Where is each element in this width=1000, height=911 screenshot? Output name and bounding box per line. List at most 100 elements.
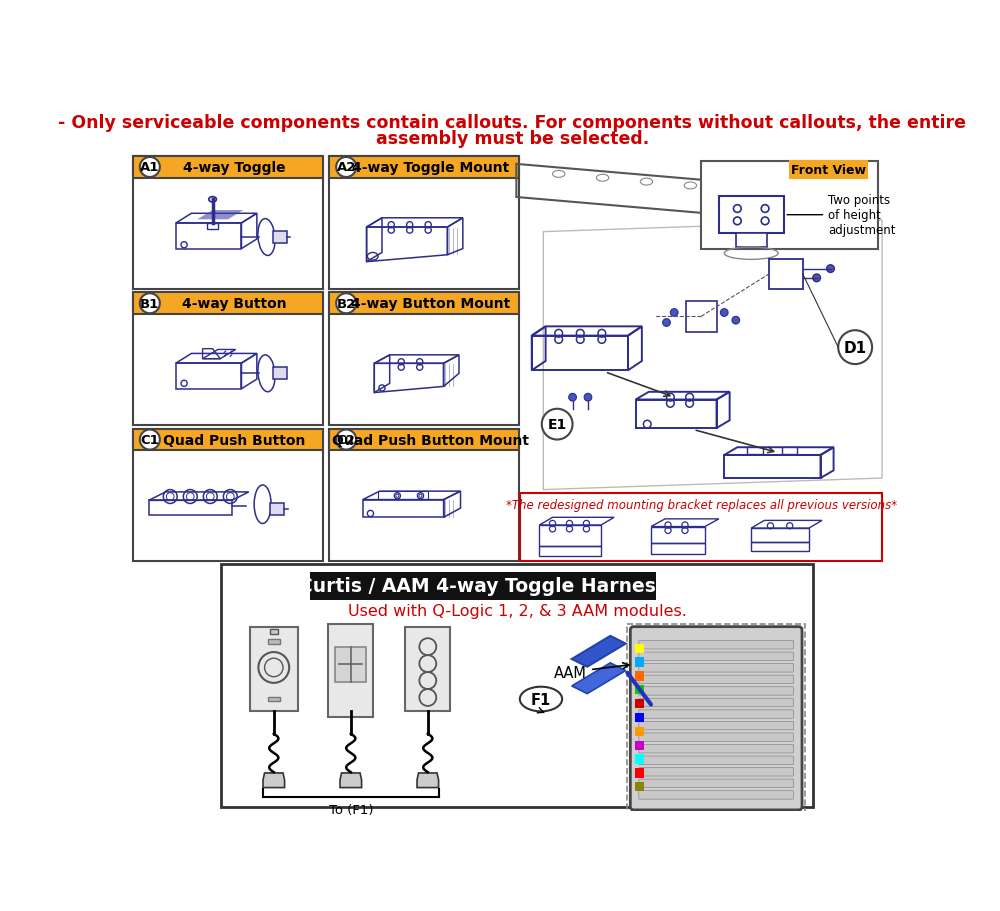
Circle shape: [670, 310, 678, 317]
FancyBboxPatch shape: [639, 652, 794, 660]
Bar: [635, 727, 644, 736]
Bar: [221, 565, 813, 807]
Bar: [329, 157, 519, 290]
FancyBboxPatch shape: [639, 710, 794, 719]
Bar: [635, 671, 644, 681]
Text: - Only serviceable components contain callouts. For components without callouts,: - Only serviceable components contain ca…: [58, 114, 966, 132]
Bar: [207, 224, 218, 230]
FancyBboxPatch shape: [639, 756, 794, 764]
Text: E1: E1: [548, 417, 567, 432]
FancyBboxPatch shape: [639, 779, 794, 788]
Bar: [405, 628, 450, 711]
Text: A1: A1: [140, 161, 160, 174]
Text: F1: F1: [531, 691, 551, 707]
Bar: [627, 624, 805, 814]
Circle shape: [813, 275, 821, 282]
Bar: [268, 697, 280, 701]
Bar: [329, 429, 519, 561]
FancyBboxPatch shape: [639, 768, 794, 776]
Text: 4-way Toggle Mount: 4-way Toggle Mount: [352, 160, 509, 175]
FancyBboxPatch shape: [639, 687, 794, 695]
Bar: [747, 447, 763, 455]
Bar: [635, 783, 644, 792]
Bar: [133, 157, 323, 290]
Circle shape: [336, 430, 356, 450]
Bar: [635, 685, 644, 695]
FancyBboxPatch shape: [639, 675, 794, 684]
Circle shape: [720, 310, 728, 317]
Bar: [520, 494, 882, 561]
Bar: [782, 447, 797, 455]
FancyBboxPatch shape: [630, 627, 802, 810]
Bar: [270, 503, 284, 516]
Circle shape: [140, 158, 160, 178]
Polygon shape: [263, 773, 285, 788]
Ellipse shape: [520, 687, 562, 711]
FancyBboxPatch shape: [639, 791, 794, 799]
Text: 4-way Toggle: 4-way Toggle: [183, 160, 285, 175]
Circle shape: [569, 394, 576, 402]
Bar: [335, 648, 366, 682]
Bar: [250, 628, 298, 711]
Text: Quad Push Button Mount: Quad Push Button Mount: [332, 433, 529, 447]
FancyBboxPatch shape: [639, 722, 794, 730]
Circle shape: [140, 430, 160, 450]
Bar: [635, 644, 644, 653]
Text: *The redesigned mounting bracket replaces all previous versions*: *The redesigned mounting bracket replace…: [506, 498, 897, 511]
Bar: [329, 293, 519, 425]
FancyBboxPatch shape: [639, 640, 794, 650]
Text: C2: C2: [337, 434, 356, 446]
Text: B1: B1: [140, 297, 159, 311]
Bar: [133, 429, 323, 451]
Circle shape: [732, 317, 740, 324]
Circle shape: [584, 394, 592, 402]
Bar: [635, 754, 644, 763]
Text: Used with Q-Logic 1, 2, & 3 AAM modules.: Used with Q-Logic 1, 2, & 3 AAM modules.: [348, 603, 687, 619]
Circle shape: [140, 294, 160, 314]
Text: AAM: AAM: [554, 663, 629, 680]
Circle shape: [663, 319, 670, 327]
Bar: [329, 293, 519, 314]
FancyBboxPatch shape: [639, 733, 794, 742]
Bar: [635, 741, 644, 750]
Text: assembly must be selected.: assembly must be selected.: [376, 129, 649, 148]
Bar: [273, 231, 287, 244]
Circle shape: [542, 409, 573, 440]
Bar: [701, 161, 878, 251]
Text: D1: D1: [844, 341, 867, 355]
Text: Two points
of height
adjustment: Two points of height adjustment: [787, 194, 896, 237]
Circle shape: [336, 158, 356, 178]
Ellipse shape: [209, 198, 216, 203]
Circle shape: [827, 265, 834, 273]
Text: Front View: Front View: [791, 164, 866, 177]
Text: Quad Push Button: Quad Push Button: [163, 433, 305, 447]
Text: B2: B2: [337, 297, 356, 311]
Circle shape: [336, 294, 356, 314]
Text: 4-way Button Mount: 4-way Button Mount: [351, 297, 510, 311]
FancyBboxPatch shape: [639, 744, 794, 753]
Bar: [133, 429, 323, 561]
Polygon shape: [197, 210, 243, 220]
Text: 4-way Button: 4-way Button: [182, 297, 286, 311]
Bar: [273, 368, 287, 380]
Bar: [310, 572, 656, 600]
Text: To (F1): To (F1): [329, 804, 373, 816]
Bar: [268, 640, 280, 644]
Bar: [133, 157, 323, 179]
FancyBboxPatch shape: [639, 664, 794, 672]
Polygon shape: [572, 663, 626, 694]
Polygon shape: [340, 773, 362, 788]
Text: C1: C1: [140, 434, 159, 446]
Bar: [133, 293, 323, 425]
Text: Curtis / AAM 4-way Toggle Harness: Curtis / AAM 4-way Toggle Harness: [299, 577, 667, 596]
Bar: [635, 658, 644, 667]
Circle shape: [838, 331, 872, 364]
Bar: [329, 157, 519, 179]
FancyBboxPatch shape: [639, 699, 794, 707]
Text: A2: A2: [336, 161, 356, 174]
Bar: [270, 630, 278, 634]
Bar: [133, 293, 323, 314]
Bar: [790, 161, 867, 179]
Bar: [719, 197, 784, 234]
Bar: [328, 625, 373, 717]
